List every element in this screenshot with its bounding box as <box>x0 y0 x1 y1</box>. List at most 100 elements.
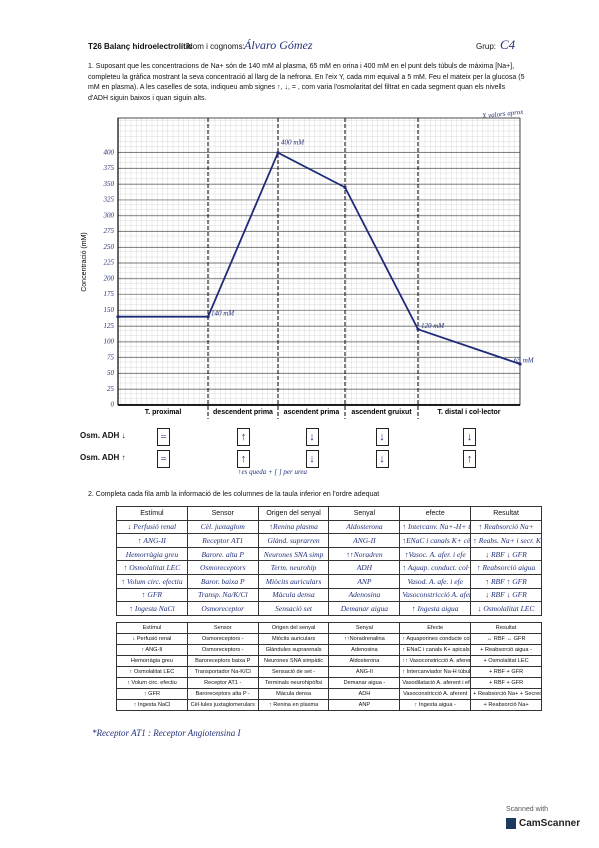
cell: Resultat <box>470 506 542 521</box>
cell: Glànd. suprarren <box>257 533 330 548</box>
x-segment-label: ascendent prima <box>284 409 340 416</box>
adh-row-label: Osm. ADH ↓ <box>80 431 126 440</box>
cell: Cèl. juxtaglom <box>186 519 259 535</box>
cell: ↑ Volum circ. efectiu <box>116 573 188 589</box>
cell: ↑ Ingesta NaCl <box>116 699 188 711</box>
y-tick-label: 150 <box>104 306 115 314</box>
cell: ↑Renina plasma <box>257 519 330 535</box>
row: ↓ Perfusió renal Cèl. juxtaglom ↑Renina pl… <box>116 519 542 535</box>
y-tick-label: 325 <box>103 196 115 204</box>
cell: ↓ RBF ↓ GFR <box>470 587 542 603</box>
annotation: 140 mM <box>211 309 235 317</box>
cell: ↑ Intercanviador Na-H túbul proximal <box>399 666 472 678</box>
answer-table: Estímul Sensor Origen del senyal Senyal efec… <box>116 506 542 616</box>
cell: Baror. baixa P <box>186 573 259 589</box>
adh-sign: ↑ <box>463 450 476 468</box>
cell: Vasod. A. afe. i efe <box>399 573 472 589</box>
cell: Transp. Na/K/Cl <box>186 587 259 603</box>
y-tick-label: 225 <box>104 259 115 267</box>
cell: Term. neurohip <box>257 560 330 575</box>
footnote: *Receptor AT1 : Receptor Angiotensina I <box>92 728 241 738</box>
cell: ↑ RBF ↑ GFR <box>470 573 542 589</box>
cell: Osmoreceptors <box>186 560 259 575</box>
cell: ↓ Perfusió renal <box>116 633 188 645</box>
cell: ANG-II <box>328 533 401 548</box>
cell: Vasoconstricció A. aferent <box>399 688 472 700</box>
point <box>116 315 120 319</box>
sodium-line <box>118 151 521 365</box>
cell: Sensació de set - <box>257 666 330 678</box>
cell: ANP <box>328 699 401 711</box>
cell: ADH <box>328 560 401 575</box>
adh-row-label: Osm. ADH ↑ <box>80 453 126 462</box>
header-row: Estímul Sensor Origen del senyal Senyal Efec… <box>116 622 542 634</box>
y-tick-label: 0 <box>111 401 115 409</box>
cell: ↑ Ingesta aigua <box>399 601 472 616</box>
cell: Senyal <box>328 622 401 634</box>
adh-sign: ↑ <box>237 450 250 468</box>
row: Hemorràgia greu Barore. alta P Neurones SN… <box>116 546 542 562</box>
cell: ↓ Osmolalitat LEC <box>470 601 542 616</box>
cell: efecte <box>399 506 472 521</box>
point <box>416 327 420 331</box>
cell: ↑ Renina en plasma <box>257 699 330 711</box>
x-segment-label: T. distal i col·lector <box>437 409 500 416</box>
cell: ↑Vasoc. A. afer. i efe <box>399 546 472 562</box>
cell: Demanar aigua - <box>328 677 401 689</box>
question-1: 1. Suposant que les concentracions de Na… <box>88 63 525 102</box>
title: T26 Balanç hidroelectrolític <box>88 42 193 51</box>
adh-sign: ↓ <box>375 428 389 446</box>
row: ↑ Ingesta NaCl Cèl·lules juxtaglomerulars… <box>116 699 542 711</box>
cell: Efecte <box>399 622 472 634</box>
row: ↑ Volum circ. efectiu Baror. baixa P Miòci… <box>116 573 542 589</box>
cell: Osmoreceptors - <box>186 644 259 656</box>
cell: Receptor AT1 <box>186 533 259 548</box>
cell: + RBF + GFR <box>470 677 542 689</box>
cell: Adenosina <box>328 644 401 656</box>
adh-sign: ↓ <box>305 428 319 446</box>
cell: + Reabsorció Na+ + Secreció K+ <box>470 688 542 700</box>
cell: Osmoreceptors - <box>186 633 259 645</box>
header-row: Estímul Sensor Origen del senyal Senyal efec… <box>116 506 542 521</box>
cell: Sensor <box>186 622 259 634</box>
cell: Senyal <box>328 506 401 521</box>
cell: Receptor AT1 - <box>186 677 259 689</box>
cell: Origen del senyal <box>257 622 330 634</box>
x-segment-label: T. proximal <box>145 409 182 416</box>
y-tick-label: 400 <box>104 148 115 156</box>
cell: ↑ Ingesta aigua - <box>399 699 472 711</box>
y-tick-label: 350 <box>103 180 115 188</box>
cell: ↑ Osmolalitat LEC <box>116 560 188 575</box>
cell: Origen del senyal <box>257 506 330 521</box>
row: ↓ Perfusió renal Osmoreceptors - Miòcits a… <box>116 633 542 645</box>
y-tick-label: 100 <box>104 338 115 346</box>
y-axis-label: Concentració (mM) <box>81 232 88 292</box>
cell: ADH <box>328 688 401 700</box>
chart: Concentració (mM) 0 25 50 75 100 125 150 175 200… <box>81 117 535 419</box>
y-tick-label: 50 <box>107 369 115 377</box>
row: ↑ Volum circ. efectiu Receptor AT1 - Termi… <box>116 677 542 689</box>
y-tick-label: 25 <box>107 385 115 393</box>
scanner-brand: CamScanner <box>506 818 580 829</box>
cell: Cèl·lules juxtaglomerulars <box>186 699 259 711</box>
y-tick-label: 75 <box>107 353 115 361</box>
group: C4 <box>500 37 516 52</box>
cell: Transportador Na-K/Cl <box>186 666 259 678</box>
cell: Osmoreceptor <box>186 601 259 616</box>
cell: Demanar aigua <box>328 601 401 616</box>
cell: Miòcits auriculars <box>257 573 330 589</box>
cell: ↑↑ Vasoconstricció A. aferent i eferent … <box>399 655 472 667</box>
cell: ↑ Reabsorció Na+ <box>470 519 542 535</box>
row: ↑ Osmolalitat LEC Transportador Na-K/Cl Se… <box>116 666 542 678</box>
cell: ↑ GFR <box>116 587 188 603</box>
cell: Hemorràgia greu <box>116 655 188 667</box>
adh-sign: ↓ <box>305 450 319 468</box>
cell: Barore. alta P <box>186 546 259 562</box>
annotation: 120 mM <box>421 322 445 330</box>
cell: ↔ RBF ↔ GFR <box>470 633 542 645</box>
y-tick-label: 200 <box>104 274 115 282</box>
cell: ↑ Aquaporines conducte col·lector <box>399 633 472 645</box>
cell: ↑ Volum circ. efectiu <box>116 677 188 689</box>
row: ↑ GFR Baroreceptors alta P - Màcula densa A… <box>116 688 542 700</box>
cell: ↑ ENaC i canals K+ apicals cèls. princip… <box>399 644 472 656</box>
